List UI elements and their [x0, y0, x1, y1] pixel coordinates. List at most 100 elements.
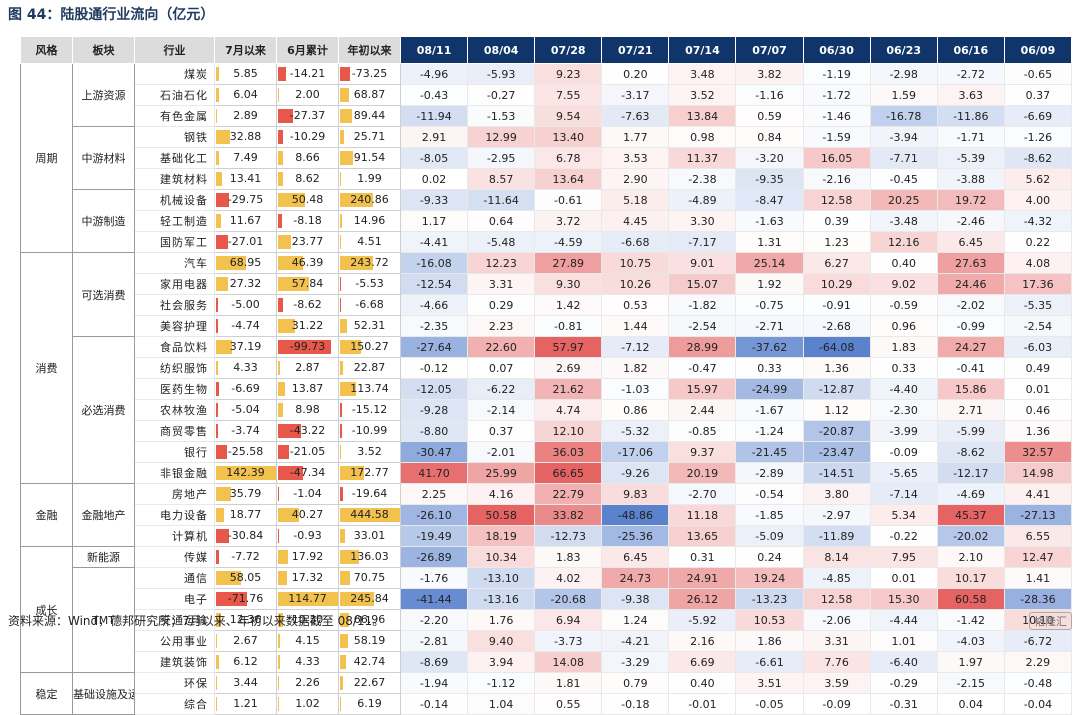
week-cell-4: -0.01	[669, 694, 736, 715]
week-cell-3: 10.75	[602, 253, 669, 274]
week-cell-2: 6.94	[535, 610, 602, 631]
week-cell-5: -5.09	[736, 526, 803, 547]
industry-cell: 石油石化	[135, 85, 215, 106]
ytd-cell: 14.96	[339, 211, 401, 232]
week-cell-1: 0.29	[468, 295, 535, 316]
jun-cell-value: -99.73	[277, 337, 338, 357]
jun-cell-value: -8.62	[277, 295, 338, 315]
jul-cell: 18.77	[215, 505, 277, 526]
header-1: 板块	[73, 37, 135, 64]
ytd-cell: 25.71	[339, 127, 401, 148]
week-cell-0: -4.66	[401, 295, 468, 316]
ytd-cell-value: 42.74	[339, 652, 400, 672]
jul-cell: 6.04	[215, 85, 277, 106]
week-cell-5: 3.51	[736, 673, 803, 694]
industry-cell: 轻工制造	[135, 211, 215, 232]
style-cell: 稳定	[21, 673, 73, 715]
jun-cell: 1.02	[277, 694, 339, 715]
week-cell-5: -2.89	[736, 463, 803, 484]
week-cell-4: 9.37	[669, 442, 736, 463]
jun-cell-value: -14.21	[277, 64, 338, 84]
week-cell-4: 15.97	[669, 379, 736, 400]
industry-cell: 房地产	[135, 484, 215, 505]
week-cell-0: 2.25	[401, 484, 468, 505]
week-cell-1: 25.99	[468, 463, 535, 484]
header-8: 07/28	[535, 37, 602, 64]
week-cell-4: 11.37	[669, 148, 736, 169]
week-cell-3: 10.26	[602, 274, 669, 295]
jun-cell: 114.77	[277, 589, 339, 610]
week-cell-6: -1.46	[803, 106, 870, 127]
header-3: 7月以来	[215, 37, 277, 64]
week-cell-1: -5.93	[468, 64, 535, 85]
ytd-cell: 444.58	[339, 505, 401, 526]
jul-cell: 58.05	[215, 568, 277, 589]
jul-cell: 2.89	[215, 106, 277, 127]
week-cell-8: 3.63	[937, 85, 1004, 106]
week-cell-8: -5.39	[937, 148, 1004, 169]
week-cell-8: -1.71	[937, 127, 1004, 148]
jul-cell-value: 7.49	[215, 148, 276, 168]
ytd-cell-value: -5.53	[339, 274, 400, 294]
week-cell-9: 0.37	[1004, 85, 1071, 106]
jul-cell-value: -7.72	[215, 547, 276, 567]
week-cell-3: 9.83	[602, 484, 669, 505]
industry-cell: 环保	[135, 673, 215, 694]
week-cell-9: -27.13	[1004, 505, 1071, 526]
week-cell-6: -0.09	[803, 694, 870, 715]
industry-cell: 基础化工	[135, 148, 215, 169]
jun-cell-value: 23.77	[277, 232, 338, 252]
jul-cell: 6.12	[215, 652, 277, 673]
jul-cell: -29.75	[215, 190, 277, 211]
week-cell-2: 36.03	[535, 442, 602, 463]
week-cell-2: 13.64	[535, 169, 602, 190]
week-cell-0: -30.47	[401, 442, 468, 463]
week-cell-3: -7.63	[602, 106, 669, 127]
ytd-cell-value: 68.87	[339, 85, 400, 105]
week-cell-3: -17.06	[602, 442, 669, 463]
week-cell-8: 15.86	[937, 379, 1004, 400]
jun-cell: 2.26	[277, 673, 339, 694]
week-cell-0: 0.02	[401, 169, 468, 190]
week-cell-4: 11.18	[669, 505, 736, 526]
week-cell-8: 24.27	[937, 337, 1004, 358]
week-cell-5: -1.85	[736, 505, 803, 526]
week-cell-9: -1.26	[1004, 127, 1071, 148]
week-cell-9: 6.55	[1004, 526, 1071, 547]
week-cell-1: -0.27	[468, 85, 535, 106]
jun-cell: 4.33	[277, 652, 339, 673]
ytd-cell-value: 22.87	[339, 358, 400, 378]
header-9: 07/21	[602, 37, 669, 64]
header-4: 6月累计	[277, 37, 339, 64]
week-cell-0: -41.44	[401, 589, 468, 610]
jun-cell: -21.05	[277, 442, 339, 463]
week-cell-4: 9.01	[669, 253, 736, 274]
jul-cell: 68.95	[215, 253, 277, 274]
jun-cell: 17.92	[277, 547, 339, 568]
week-cell-6: -1.72	[803, 85, 870, 106]
jun-cell-value: 8.62	[277, 169, 338, 189]
week-cell-2: 0.55	[535, 694, 602, 715]
week-cell-4: 2.16	[669, 631, 736, 652]
ytd-cell: 68.87	[339, 85, 401, 106]
ytd-cell-value: 91.54	[339, 148, 400, 168]
jul-cell-value: 58.05	[215, 568, 276, 588]
ytd-cell: 240.86	[339, 190, 401, 211]
week-cell-9: -28.36	[1004, 589, 1071, 610]
ytd-cell: 150.27	[339, 337, 401, 358]
jun-cell: -27.37	[277, 106, 339, 127]
week-cell-4: 3.52	[669, 85, 736, 106]
week-cell-8: 45.37	[937, 505, 1004, 526]
week-cell-6: -4.85	[803, 568, 870, 589]
week-cell-5: 0.24	[736, 547, 803, 568]
week-cell-6: -0.91	[803, 295, 870, 316]
week-cell-4: -1.82	[669, 295, 736, 316]
week-cell-0: -0.14	[401, 694, 468, 715]
week-cell-0: -8.80	[401, 421, 468, 442]
week-cell-0: -2.20	[401, 610, 468, 631]
week-cell-8: 2.71	[937, 400, 1004, 421]
week-cell-4: -5.92	[669, 610, 736, 631]
